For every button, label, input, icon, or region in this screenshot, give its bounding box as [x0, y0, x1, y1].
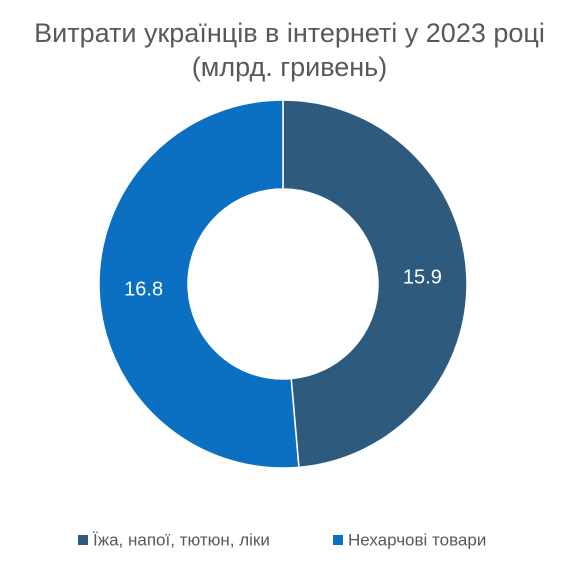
data-label: 16.8	[124, 278, 163, 300]
legend-label: Нехарчові товари	[348, 530, 486, 549]
legend-swatch	[78, 535, 88, 545]
donut-slice	[98, 99, 300, 469]
legend-swatch	[333, 535, 343, 545]
chart-title: Витрати українців в інтернеті у 2023 роц…	[34, 18, 545, 82]
donut-slice	[282, 99, 468, 469]
legend-label: Їжа, напої, тютюн, ліки	[93, 530, 270, 549]
data-label: 15.9	[403, 266, 442, 288]
